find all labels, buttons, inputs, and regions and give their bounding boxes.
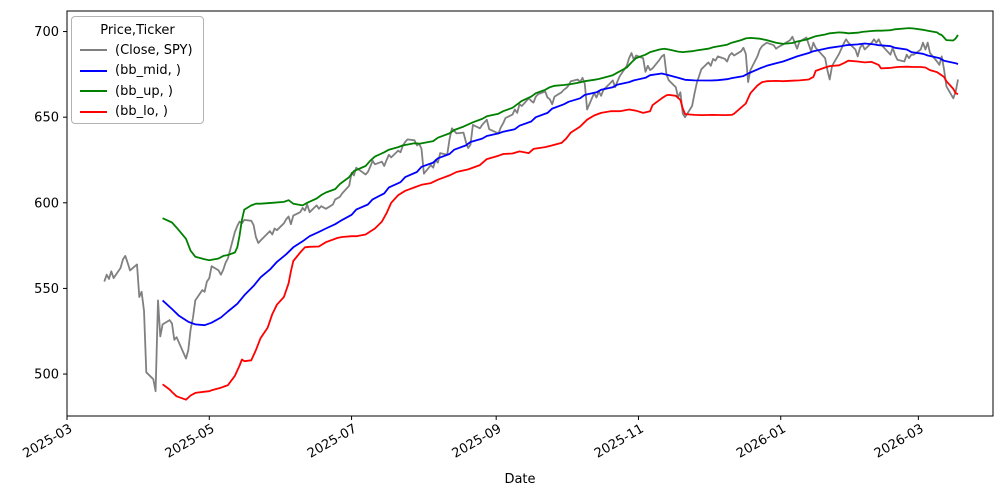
bb-up-line-swatch-icon — [80, 90, 107, 93]
legend-title: Price,Ticker — [100, 23, 175, 38]
x-tick-label: 2025-05 — [163, 421, 218, 461]
series-line-1 — [161, 42, 959, 327]
y-tick-label: 550 — [34, 282, 59, 297]
close-spy-line-swatch-icon — [80, 49, 107, 52]
legend: Price,Ticker (Close, SPY) (bb_mid, ) (bb… — [71, 16, 204, 124]
legend-entry-bb-up: (bb_up, ) — [72, 81, 203, 102]
x-tick-label: 2025-03 — [20, 421, 75, 461]
legend-label-bb-lo: (bb_lo, ) — [115, 104, 168, 120]
legend-entry-bb-mid: (bb_mid, ) — [72, 61, 203, 82]
legend-entry-bb-lo: (bb_lo, ) — [72, 102, 203, 123]
legend-label-bb-up: (bb_up, ) — [115, 83, 173, 99]
series-line-2 — [162, 27, 959, 262]
x-axis-label: Date — [504, 472, 535, 487]
legend-label-bb-mid: (bb_mid, ) — [115, 63, 181, 79]
legend-entry-close-spy: (Close, SPY) — [72, 40, 203, 61]
series-line-3 — [162, 59, 959, 401]
x-tick-label: 2025-07 — [305, 421, 360, 461]
plot-border — [66, 10, 994, 417]
series-line-0 — [103, 35, 959, 393]
bb-lo-line-swatch-icon — [80, 110, 107, 113]
x-tick-label: 2025-11 — [592, 421, 647, 461]
legend-label-close-spy: (Close, SPY) — [115, 42, 193, 58]
x-tick-label: 2026-01 — [734, 421, 789, 461]
x-tick-label: 2026-03 — [872, 421, 927, 461]
y-tick-label: 700 — [34, 25, 59, 40]
x-tick-label: 2025-09 — [450, 421, 505, 461]
y-tick-label: 500 — [34, 368, 59, 383]
bb-mid-line-swatch-icon — [80, 69, 107, 72]
y-tick-label: 600 — [34, 196, 59, 211]
y-tick-label: 650 — [34, 111, 59, 126]
